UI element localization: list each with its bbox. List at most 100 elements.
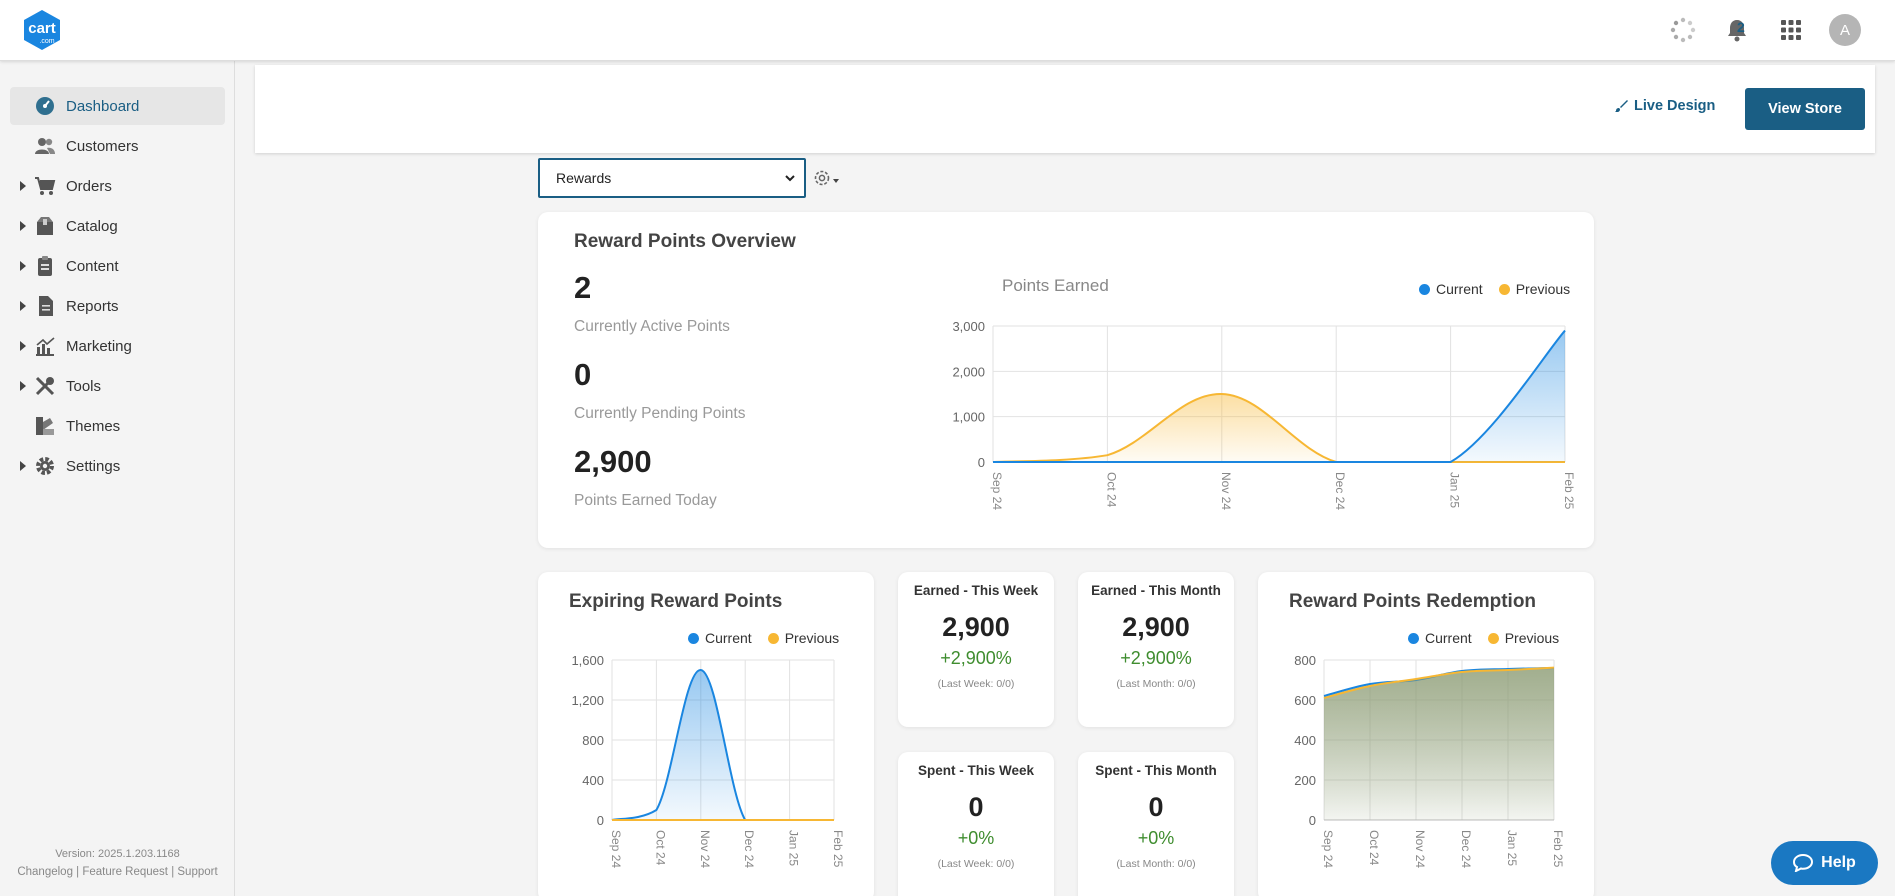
footer-links[interactable]: Changelog | Feature Request | Support (17, 866, 218, 878)
logo-text: cart (28, 20, 56, 37)
dashboard-select[interactable]: Rewards (538, 158, 806, 198)
expiring-legend: Current Previous (688, 630, 849, 646)
y-tick-label: 0 (1309, 813, 1316, 828)
expand-caret-icon[interactable] (20, 461, 26, 471)
x-tick-label: Jan 25 (787, 830, 801, 866)
x-tick-label: Oct 24 (1367, 830, 1381, 866)
legend-previous-dot (1487, 632, 1499, 644)
y-tick-label: 400 (1294, 733, 1316, 748)
sidebar: Dashboard Customers Orders Catalog Content Re… (0, 61, 235, 896)
expiring-title: Expiring Reward Points (569, 591, 783, 612)
earned-this-week-card: Earned - This Week 2,900 +2,900% (Last W… (898, 572, 1054, 727)
stat-change: +2,900% (940, 648, 1012, 668)
dashboard-settings-button[interactable] (812, 168, 840, 188)
expiring-points-chart: 0 400 800 1,200 1,600 Sep 24 Oct 24 Nov 24 Dec 2… (571, 653, 845, 868)
sidebar-item-dashboard[interactable]: Dashboard (10, 87, 225, 125)
gear-icon (814, 170, 830, 186)
points-earned-chart: 0 1,000 2,000 3,000 Sep 24 Oct 24 Nov 24 Dec 24… (952, 319, 1576, 510)
stat-title: Earned - This Month (1091, 583, 1221, 598)
sidebar-item-orders[interactable]: Orders (10, 167, 225, 205)
stat-change: +0% (957, 828, 995, 848)
expand-caret-icon[interactable] (20, 341, 26, 351)
y-tick-label: 600 (1294, 693, 1316, 708)
legend-current-dot (1408, 632, 1419, 644)
sidebar-item-label: Orders (66, 177, 112, 195)
sidebar-item-reports[interactable]: Reports (10, 287, 225, 325)
x-tick-label: Jan 25 (1505, 830, 1519, 866)
y-tick-label: 400 (582, 773, 604, 788)
stat-foot: (Last Month: 0/0) (1116, 858, 1196, 870)
x-tick-label: Feb 25 (1551, 830, 1565, 868)
box-icon (34, 215, 56, 237)
view-store-button[interactable]: View Store (1745, 88, 1865, 130)
notification-count-badge: 2 (1737, 19, 1745, 35)
expand-caret-icon[interactable] (20, 181, 26, 191)
expand-caret-icon[interactable] (20, 221, 26, 231)
y-tick-label: 200 (1294, 773, 1316, 788)
stat-value: 2,900 (942, 612, 1010, 642)
y-tick-label: 1,200 (571, 693, 604, 708)
clipboard-icon (34, 255, 56, 277)
spent-this-month-card: Spent - This Month 0 +0% (Last Month: 0/… (1078, 752, 1234, 896)
x-tick-label: Dec 24 (742, 830, 756, 868)
stat-value: 0 (968, 792, 984, 822)
redemption-title: Reward Points Redemption (1289, 591, 1537, 612)
sidebar-item-label: Tools (66, 377, 102, 395)
notifications-button[interactable]: 2 (1721, 14, 1753, 46)
loading-spinner-icon (1667, 14, 1699, 46)
x-tick-label: Sep 24 (990, 472, 1004, 510)
sidebar-item-marketing[interactable]: Marketing (10, 327, 225, 365)
earned-this-month-card: Earned - This Month 2,900 +2,900% (Last … (1078, 572, 1234, 727)
legend-previous-dot (1498, 283, 1510, 295)
series-line-current (993, 329, 1566, 463)
y-tick-label: 0 (597, 813, 604, 828)
help-label: Help (1821, 854, 1856, 871)
caret-down-icon (833, 179, 839, 183)
document-icon (34, 295, 56, 317)
sidebar-item-label: Marketing (66, 337, 132, 355)
expand-caret-icon[interactable] (20, 261, 26, 271)
legend-current-dot (688, 632, 699, 644)
live-design-link[interactable]: Live Design (1614, 98, 1715, 114)
pending-points-value: 0 (574, 357, 592, 392)
stat-foot: (Last Week: 0/0) (937, 858, 1015, 870)
x-tick-label: Feb 25 (831, 830, 845, 868)
user-avatar[interactable]: A (1829, 14, 1861, 46)
sidebar-item-catalog[interactable]: Catalog (10, 207, 225, 245)
sidebar-item-themes[interactable]: Themes (10, 407, 225, 445)
earned-today-value: 2,900 (574, 444, 652, 479)
legend-current-label: Current (1436, 281, 1483, 297)
stat-title: Earned - This Week (913, 583, 1039, 598)
stat-change: +2,900% (1120, 648, 1192, 668)
stat-title: Spent - This Week (917, 763, 1035, 778)
series-area-previous (993, 393, 1565, 462)
legend-current-dot (1419, 283, 1430, 295)
sidebar-item-label: Settings (66, 457, 121, 475)
stat-title: Spent - This Month (1095, 763, 1217, 778)
stat-value: 2,900 (1122, 612, 1190, 642)
sidebar-item-customers[interactable]: Customers (10, 127, 225, 165)
legend-previous-label: Previous (1504, 630, 1560, 646)
cart-logo[interactable]: cart .com (20, 8, 64, 52)
stat-value: 0 (1148, 792, 1164, 822)
y-tick-label: 2,000 (952, 364, 985, 379)
cart-icon (34, 175, 56, 197)
sidebar-item-label: Themes (66, 417, 121, 435)
version-text: Version: 2025.1.203.1168 (55, 848, 180, 860)
help-button[interactable]: Help (1771, 841, 1878, 885)
legend-current-label: Current (705, 630, 752, 646)
sidebar-item-content[interactable]: Content (10, 247, 225, 285)
points-earned-legend: Current Previous (1419, 281, 1580, 297)
expand-caret-icon[interactable] (20, 301, 26, 311)
x-tick-label: Jan 25 (1448, 472, 1462, 508)
sidebar-item-tools[interactable]: Tools (10, 367, 225, 405)
x-tick-label: Sep 24 (1321, 830, 1335, 868)
legend-previous-label: Previous (784, 630, 840, 646)
apps-grid-button[interactable] (1775, 14, 1807, 46)
sidebar-item-settings[interactable]: Settings (10, 447, 225, 485)
series-line-previous (1323, 666, 1555, 699)
y-tick-label: 0 (978, 455, 985, 470)
expand-caret-icon[interactable] (20, 381, 26, 391)
dashboard-icon (34, 95, 56, 117)
sidebar-item-label: Dashboard (66, 97, 140, 115)
